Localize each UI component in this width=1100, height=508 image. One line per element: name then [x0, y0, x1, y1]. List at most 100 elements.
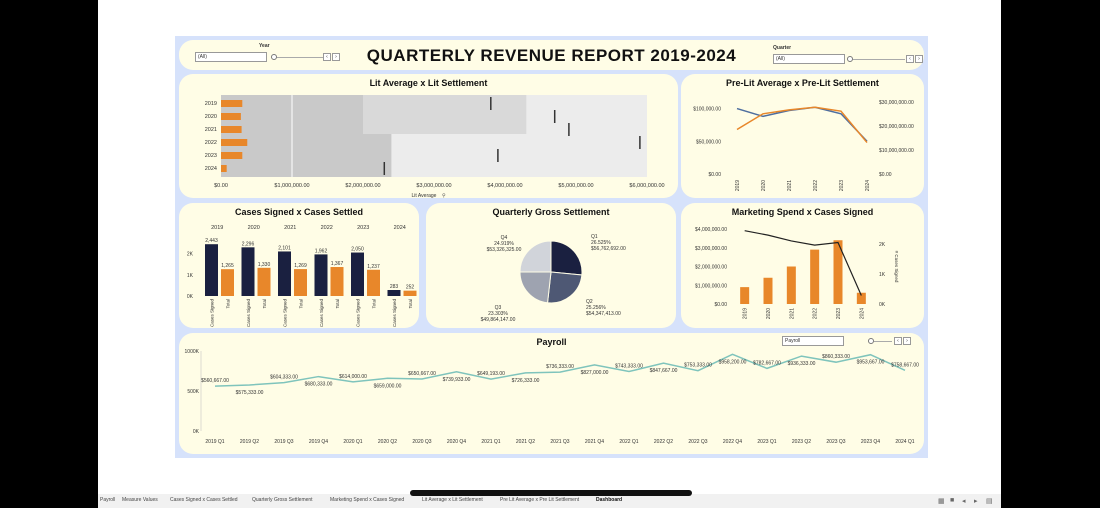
cases-year-label: 2019: [211, 225, 223, 231]
quarter-slider-handle[interactable]: [847, 56, 853, 62]
tab-pre-lit-average-x-pre-lit-settlement[interactable]: Pre Lit Average x Pre Lit Settlement: [500, 497, 580, 503]
cases-panel: Cases Signed x Cases Settled 2K 1K 0K 2019 2…: [179, 203, 419, 328]
payroll-value-label: $736,333.00: [546, 364, 574, 370]
payroll-prev-button[interactable]: ‹: [894, 337, 902, 345]
dashboard: QUARTERLY REVENUE REPORT 2019-2024 Year …: [175, 36, 928, 458]
page-title: QUARTERLY REVENUE REPORT 2019-2024: [366, 46, 737, 65]
prelit-y-tick-right: $0.00: [879, 172, 892, 178]
cases-signed-label: 2,296: [242, 241, 255, 247]
payroll-select[interactable]: Payroll: [782, 336, 844, 346]
year-filter-label: Year: [259, 43, 270, 49]
payroll-value-label: $680,333.00: [305, 382, 333, 388]
year-slider-track[interactable]: [277, 57, 329, 58]
payroll-x-tick: 2022 Q4: [723, 439, 742, 445]
marketing-y-tick-left: $0.00: [714, 302, 727, 308]
quarter-filter-label: Quarter: [773, 45, 792, 51]
prelit-chart: $100,000.00 $50,000.00 $0.00 $30,000,000.00…: [693, 100, 914, 191]
marketing-y-axis-right-label: # Cases Signed: [894, 251, 899, 283]
cases-x-tick-total: Total: [226, 299, 231, 309]
tab-dashboard[interactable]: Dashboard: [596, 497, 623, 503]
payroll-value-label: $827,000.00: [581, 370, 609, 376]
cases-settled-bar: [330, 267, 344, 296]
payroll-y-tick: 1000K: [185, 349, 200, 355]
cases-settled-label: 1,265: [221, 263, 234, 269]
marketing-x-tick: 2023: [836, 308, 842, 319]
tab-measure-values[interactable]: Measure Values: [122, 497, 158, 503]
payroll-value-label: $953,667.00: [857, 360, 885, 366]
quarter-prev-button[interactable]: ‹: [906, 55, 914, 63]
payroll-value-label: $936,333.00: [788, 361, 816, 367]
marketing-spend-bar: [786, 266, 796, 304]
next-sheet-icon[interactable]: ▸: [974, 498, 978, 505]
gross-label-value: $54,347,413.00: [586, 311, 621, 317]
gross-label-pct: 26.525%: [591, 240, 611, 246]
quarter-slider-track[interactable]: [853, 59, 905, 60]
lit-x-tick: $0.00: [214, 183, 228, 189]
payroll-x-tick: 2022 Q1: [619, 439, 638, 445]
payroll-slider-track[interactable]: [874, 341, 892, 342]
prev-sheet-icon[interactable]: ◂: [962, 498, 966, 505]
payroll-y-tick: 0K: [193, 429, 200, 435]
payroll-value-label: $659,000.00: [374, 383, 402, 389]
payroll-next-button[interactable]: ›: [903, 337, 911, 345]
year-prev-button[interactable]: ‹: [323, 53, 331, 61]
sheet-icon[interactable]: ■: [950, 497, 955, 504]
gross-panel: Quarterly Gross Settlement Q1 26.525% $56,…: [426, 203, 676, 328]
payroll-value-label: $649,193.00: [477, 371, 505, 377]
cases-x-tick-signed: # Cases Signed: [283, 299, 288, 328]
payroll-value-label: $614,000.00: [339, 374, 367, 380]
payroll-x-tick: 2020 Q1: [343, 439, 362, 445]
payroll-x-tick: 2023 Q1: [757, 439, 776, 445]
cases-signed-label: 2,101: [278, 245, 291, 251]
gross-label-name: Q4: [501, 235, 508, 241]
payroll-x-tick: 2020 Q4: [447, 439, 466, 445]
cases-signed-bar: [241, 247, 255, 296]
marketing-spend-bar: [810, 249, 820, 304]
gross-label-pct: 24.919%: [494, 241, 514, 247]
lit-bar: [221, 139, 248, 146]
gross-slice-q3: [519, 271, 552, 304]
year-slider-handle[interactable]: [271, 54, 277, 60]
prelit-y-tick-left: $50,000.00: [696, 139, 721, 145]
tab-payroll[interactable]: Payroll: [100, 497, 116, 503]
year-filter: Year (All) ‹ ›: [193, 42, 340, 68]
payroll-x-tick: 2020 Q2: [378, 439, 397, 445]
marketing-y-tick-right: 2K: [879, 242, 886, 248]
cases-x-tick-total: Total: [372, 299, 377, 309]
tab-lit-average-x-lit-settlement[interactable]: Lit Average x Lit Settlement: [422, 497, 483, 503]
marketing-y-tick-left: $2,000,000.00: [695, 265, 727, 271]
payroll-value-label: $650,667.00: [408, 371, 436, 377]
payroll-x-tick: 2020 Q3: [412, 439, 431, 445]
payroll-x-tick: 2022 Q2: [654, 439, 673, 445]
payroll-value-label: $560,667.00: [201, 378, 229, 384]
quarter-next-button[interactable]: ›: [915, 55, 923, 63]
prelit-title: Pre-Lit Average x Pre-Lit Settlement: [726, 78, 879, 88]
payroll-x-tick: 2023 Q3: [826, 439, 845, 445]
cases-settled-bar: [367, 269, 380, 296]
cases-settled-bar: [221, 269, 234, 296]
gross-slice-q2: [546, 271, 583, 304]
payroll-slider-handle[interactable]: [868, 338, 874, 344]
quarter-select[interactable]: (All): [773, 54, 845, 64]
marketing-y-tick-left: $1,000,000.00: [695, 283, 727, 289]
prelit-x-tick: 2022: [813, 180, 819, 191]
tab-cases-signed-x-cases-settled[interactable]: Cases Signed x Cases Settled: [170, 497, 238, 503]
lit-x-tick: $6,000,000.00: [629, 183, 664, 189]
year-select[interactable]: (All): [195, 52, 267, 62]
cases-settled-bar: [403, 290, 417, 296]
payroll-title: Payroll: [536, 337, 567, 347]
prelit-series-line-2: [736, 106, 868, 144]
payroll-x-tick: 2019 Q4: [309, 439, 328, 445]
tab-quarterly-gross-settlement[interactable]: Quarterly Gross Settlement: [252, 497, 313, 503]
grid-view-icon[interactable]: ▦: [938, 498, 945, 505]
marketing-x-tick: 2020: [766, 308, 772, 319]
overflow-icon[interactable]: ▤: [986, 498, 993, 505]
year-next-button[interactable]: ›: [332, 53, 340, 61]
lit-bar: [221, 113, 241, 120]
cases-settled-label: 1,330: [258, 262, 271, 268]
cases-year-label: 2024: [394, 225, 406, 231]
gross-slice-q4: [519, 240, 552, 273]
tab-marketing-spend-x-cases-signed[interactable]: Marketing Spend x Cases Signed: [330, 497, 405, 503]
prelit-x-tick: 2023: [839, 180, 845, 191]
cases-x-tick-signed: # Cases Signed: [392, 299, 397, 328]
